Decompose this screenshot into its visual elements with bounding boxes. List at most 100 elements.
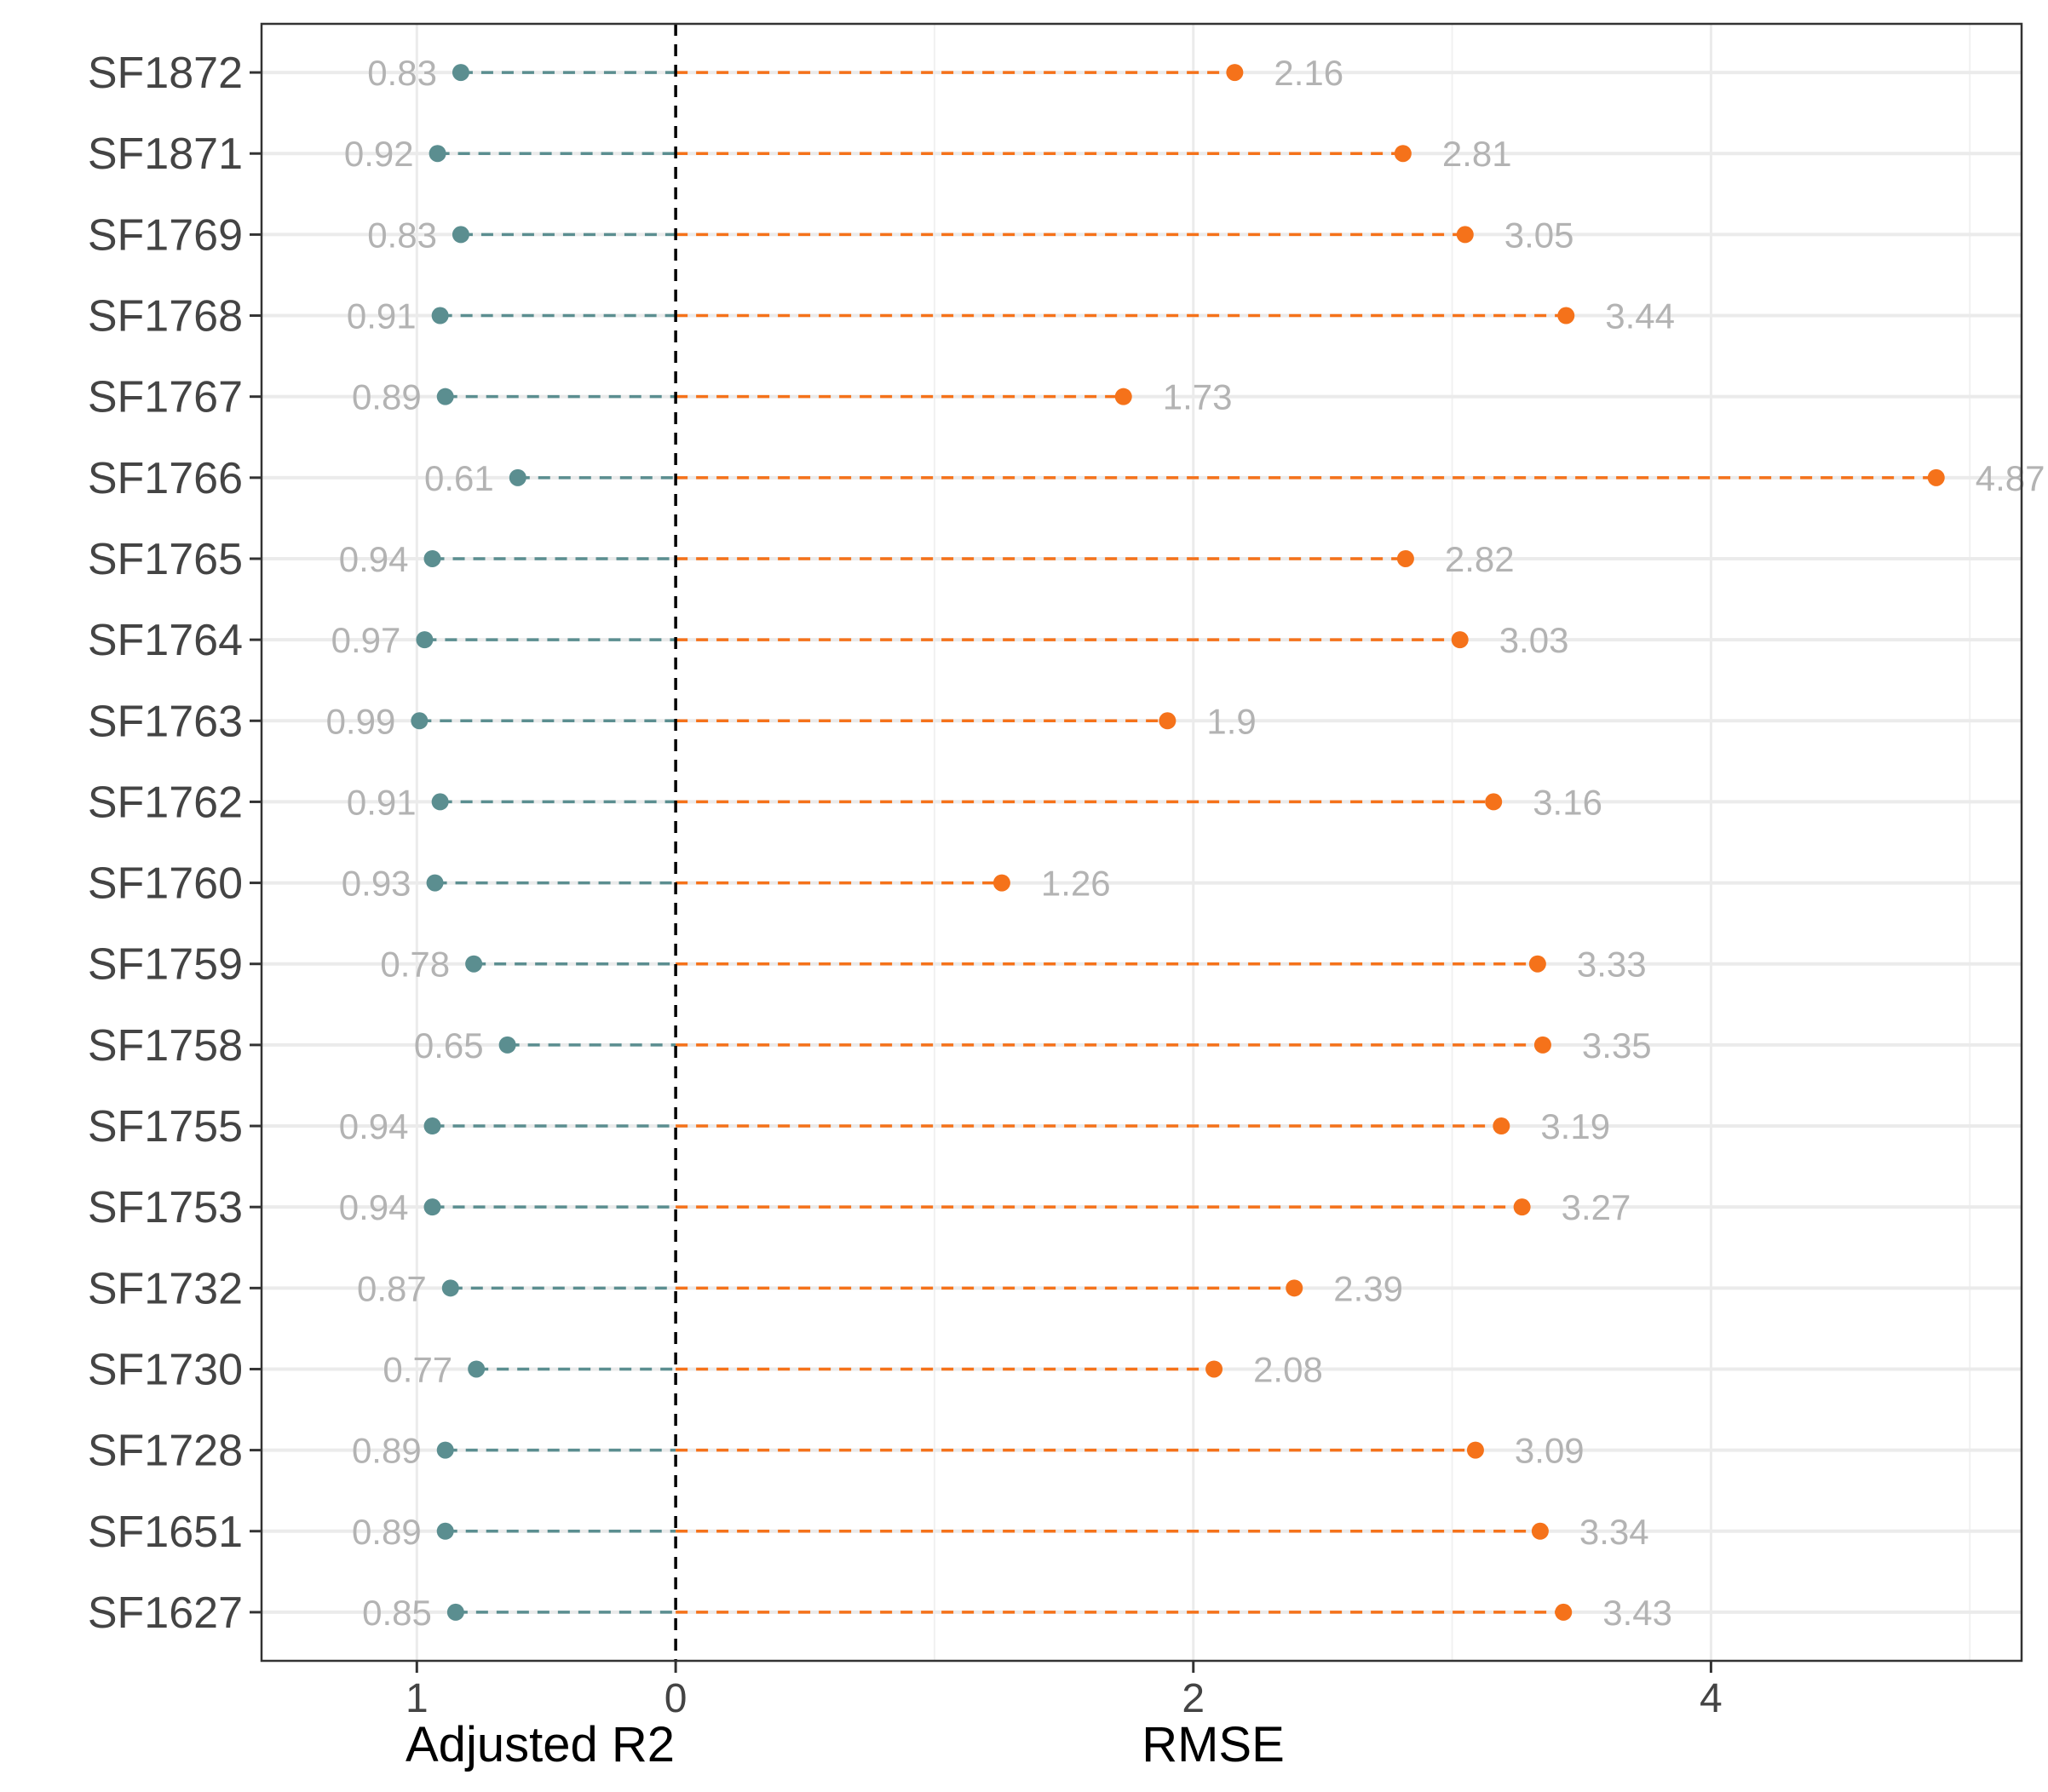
r2-point [465, 955, 483, 973]
grid-lines [262, 24, 2022, 1661]
x-tick-label: 4 [1700, 1676, 1723, 1721]
r2-point [429, 145, 446, 163]
y-tick-label: SF1627 [88, 1588, 243, 1638]
rmse-data-label: 3.43 [1602, 1593, 1672, 1633]
r2-point [426, 874, 444, 892]
panel-border [260, 22, 2023, 1663]
rmse-data-label: 3.33 [1577, 945, 1647, 985]
r2-data-label: 0.78 [380, 945, 450, 985]
rmse-point [1394, 145, 1412, 163]
y-tick-label: SF1763 [88, 697, 243, 746]
y-tick-label: SF1728 [88, 1427, 243, 1476]
x-tick-label: 2 [1182, 1676, 1205, 1721]
y-axis: SF1872 SF1871 SF1769 SF1768 SF1767 SF1766 SF17… [88, 49, 262, 1638]
plot-panel [262, 24, 2022, 1661]
r2-data-label: 0.94 [339, 539, 409, 579]
rmse-data-label: 1.9 [1206, 701, 1256, 741]
r2-data-label: 0.65 [414, 1025, 484, 1065]
rmse-data-label: 3.03 [1499, 620, 1569, 660]
y-tick-label: SF1762 [88, 778, 243, 827]
y-tick-label: SF1871 [88, 129, 243, 179]
r2-point [452, 226, 469, 244]
y-tick-label: SF1767 [88, 373, 243, 422]
r2-point [509, 468, 526, 486]
rmse-point [1528, 955, 1546, 973]
r2-point [423, 1198, 441, 1216]
rmse-point [1205, 1360, 1223, 1378]
y-tick-label: SF1755 [88, 1102, 243, 1152]
y-tick-label: SF1760 [88, 859, 243, 909]
rmse-point [1466, 1441, 1484, 1459]
r2-data-label: 0.91 [347, 296, 417, 336]
rmse-data-label: 3.44 [1605, 296, 1675, 336]
y-tick-label: SF1872 [88, 49, 243, 98]
rmse-point [1485, 793, 1503, 811]
y-tick-label: SF1765 [88, 535, 243, 584]
r2-data-label: 0.77 [383, 1349, 452, 1389]
x-axis-label-right: RMSE [1142, 1717, 1285, 1772]
x-axis-label-left: Adjusted R2 [406, 1717, 675, 1772]
r2-point [452, 64, 469, 82]
r2-point [498, 1036, 516, 1054]
rmse-point [1533, 1036, 1551, 1054]
rmse-point [1493, 1117, 1510, 1135]
r2-data-label: 0.94 [339, 1187, 409, 1227]
r2-point [423, 1117, 441, 1135]
rmse-data-label: 3.16 [1533, 782, 1602, 822]
rmse-data-label: 4.87 [1976, 458, 2045, 498]
r2-data-label: 0.93 [342, 864, 411, 904]
r2-point [423, 549, 441, 567]
rmse-data-label: 3.09 [1515, 1431, 1585, 1471]
rmse-point [1555, 1603, 1573, 1621]
y-tick-label: SF1766 [88, 454, 243, 503]
rmse-point [1531, 1522, 1549, 1540]
x-tick-label: 0 [664, 1676, 687, 1721]
rmse-point [992, 874, 1010, 892]
rmse-point [1286, 1279, 1303, 1297]
r2-point [416, 631, 434, 649]
y-tick-label: SF1651 [88, 1508, 243, 1557]
r2-point [441, 1279, 459, 1297]
rmse-data-label: 3.19 [1540, 1106, 1610, 1146]
r2-data-label: 0.99 [326, 701, 396, 741]
r2-point [436, 1522, 454, 1540]
chart-marks: 0.83 2.16 0.92 2.81 0.83 3.05 0.91 3.44 0.89 1.73… [326, 24, 2045, 1661]
y-tick-label: SF1769 [88, 210, 243, 260]
rmse-point [1927, 468, 1945, 486]
rmse-point [1396, 549, 1414, 567]
y-tick-label: SF1758 [88, 1021, 243, 1071]
y-tick-label: SF1730 [88, 1345, 243, 1394]
rmse-data-label: 1.73 [1163, 377, 1233, 417]
r2-data-label: 0.87 [357, 1268, 427, 1308]
x-axis: 1 0 2 4 [406, 1661, 1723, 1721]
r2-point [431, 793, 449, 811]
r2-point [436, 1441, 454, 1459]
rmse-data-label: 2.16 [1274, 53, 1343, 93]
r2-data-label: 0.92 [344, 134, 414, 174]
r2-data-label: 0.85 [362, 1593, 432, 1633]
r2-data-label: 0.83 [367, 215, 437, 255]
r2-data-label: 0.61 [424, 458, 494, 498]
rmse-data-label: 1.26 [1041, 864, 1111, 904]
rmse-data-label: 3.05 [1504, 215, 1574, 255]
rmse-point [1114, 388, 1132, 405]
r2-point [431, 307, 449, 325]
r2-data-label: 0.94 [339, 1106, 409, 1146]
y-tick-label: SF1768 [88, 292, 243, 342]
rmse-data-label: 2.81 [1442, 134, 1512, 174]
rmse-point [1513, 1198, 1531, 1216]
r2-data-label: 0.83 [367, 53, 437, 93]
rmse-point [1456, 226, 1474, 244]
rmse-point [1226, 64, 1244, 82]
r2-point [411, 712, 429, 730]
r2-point [446, 1603, 464, 1621]
rmse-data-label: 3.34 [1579, 1512, 1649, 1552]
rmse-data-label: 2.39 [1333, 1268, 1403, 1308]
rmse-point [1557, 307, 1575, 325]
r2-point [436, 388, 454, 405]
rmse-data-label: 3.35 [1582, 1025, 1652, 1065]
r2-data-label: 0.89 [352, 377, 422, 417]
rmse-data-label: 3.27 [1562, 1187, 1631, 1227]
r2-data-label: 0.97 [331, 620, 401, 660]
